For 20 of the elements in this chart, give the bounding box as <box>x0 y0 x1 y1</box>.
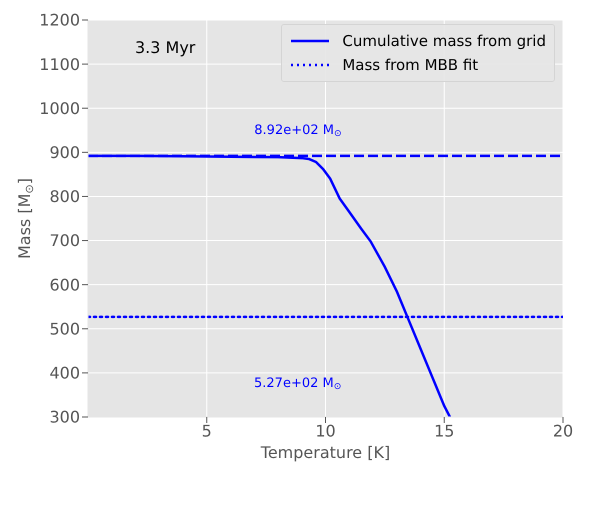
x-tick-label: 10 <box>315 421 336 440</box>
legend-label: Mass from MBB fit <box>342 56 478 74</box>
y-tick-label: 1100 <box>39 54 80 74</box>
y-tick-label: 400 <box>49 364 80 383</box>
y-tick-label: 300 <box>49 408 80 427</box>
x-tick-label: 20 <box>552 421 574 440</box>
annotation: 3.3 Myr <box>135 38 196 57</box>
x-axis-title: Temperature [K] <box>260 443 390 462</box>
y-tick-label: 1000 <box>39 98 80 118</box>
ref-line-label: 8.92e+02 M$_{⊙}$ <box>254 122 342 140</box>
annotation: 5.27e+02 M$_{⊙}$ <box>254 376 342 392</box>
y-tick-label: 800 <box>49 187 80 206</box>
x-tick-label: 5 <box>202 421 212 440</box>
x-tick-label: 15 <box>434 421 454 440</box>
y-tick-label: 500 <box>49 319 80 338</box>
y-tick-label: 700 <box>49 231 80 250</box>
legend-label: Cumulative mass from grid <box>342 32 546 50</box>
y-tick-label: 900 <box>49 143 80 162</box>
y-tick-label: 1200 <box>39 10 80 30</box>
y-tick-label: 600 <box>49 275 80 294</box>
